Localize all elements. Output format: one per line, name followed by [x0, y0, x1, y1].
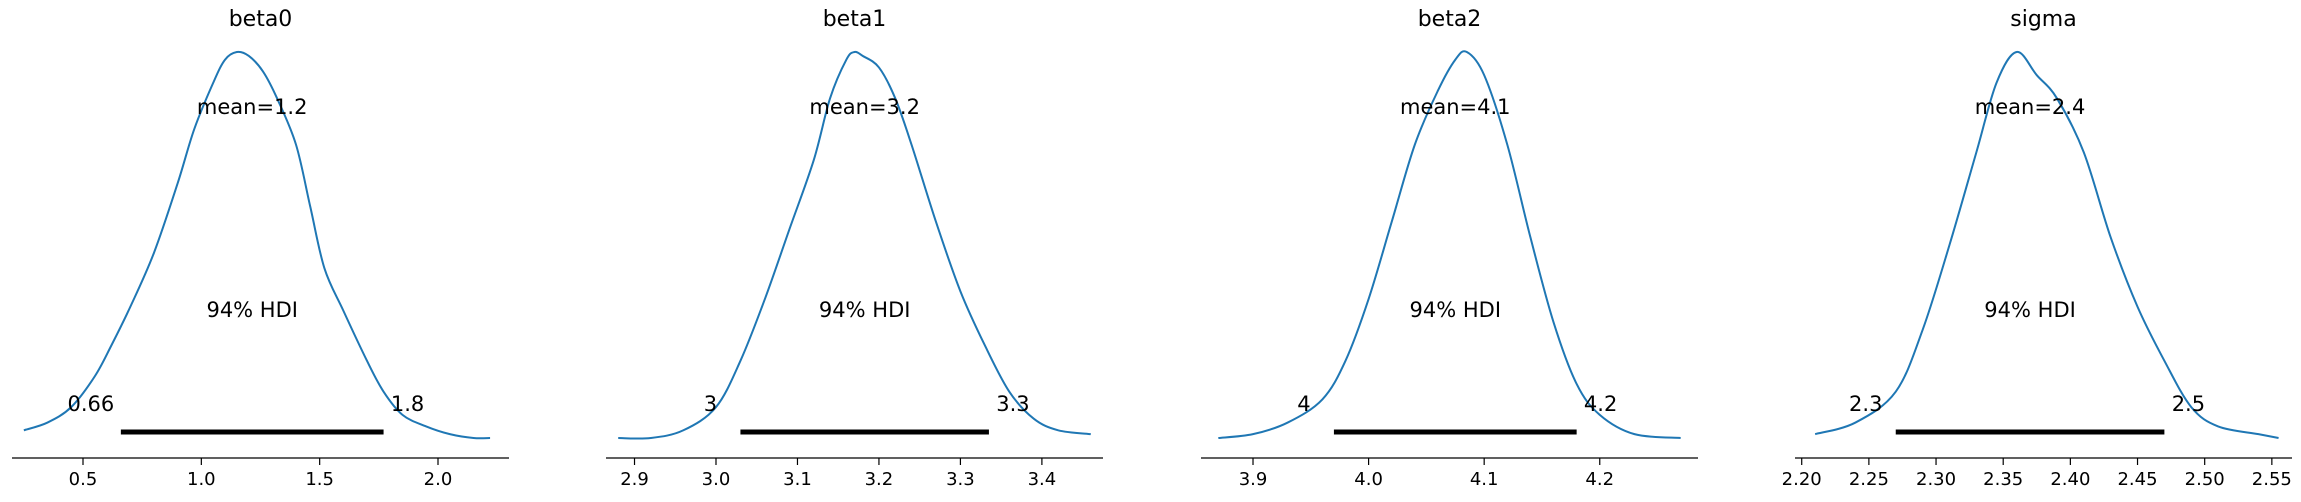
panel-beta0: beta0 0.5 1.0 1.5 2.0 mean=1.2 94% HDI 0.66 1.8	[12, 7, 509, 490]
x-tick-label: 3.3	[946, 469, 975, 490]
panel-beta1: beta1 2.9 3.0 3.1 3.2 3.3 3.4 mean=3.2 94% HDI 3 3…	[606, 7, 1103, 490]
mean-label: mean=3.2	[809, 95, 920, 119]
hdi-label: 94% HDI	[1984, 298, 2076, 322]
hdi-label: 94% HDI	[819, 298, 911, 322]
x-tick-label: 2.0	[424, 469, 453, 490]
density-curve	[1814, 51, 2279, 439]
x-tick-label: 2.55	[2252, 469, 2292, 490]
hdi-lower-label: 2.3	[1849, 392, 1882, 416]
panel-title: beta2	[1418, 7, 1482, 32]
panel-title: sigma	[2010, 7, 2076, 32]
x-tick-label: 3.0	[702, 469, 731, 490]
x-tick-label: 1.5	[305, 469, 334, 490]
panel-title: beta0	[229, 7, 293, 32]
panel-title: beta1	[823, 7, 887, 32]
x-tick-label: 2.20	[1782, 469, 1822, 490]
hdi-upper-label: 4.2	[1584, 392, 1617, 416]
hdi-lower-label: 0.66	[67, 392, 114, 416]
x-tick-label: 0.5	[69, 469, 98, 490]
panel-beta2: beta2 3.9 4.0 4.1 4.2 mean=4.1 94% HDI 4 4.2	[1201, 7, 1698, 490]
panel-sigma: sigma 2.20 2.25 2.30 2.35 2.40 2.45 2.50 2.55 mea…	[1782, 7, 2292, 490]
x-tick-label: 4.0	[1354, 469, 1383, 490]
hdi-upper-label: 1.8	[391, 392, 424, 416]
x-tick-label: 3.1	[783, 469, 812, 490]
x-tick-label: 2.9	[620, 469, 649, 490]
x-tick-label: 2.35	[1983, 469, 2023, 490]
density-curve	[23, 50, 491, 440]
density-curve	[1218, 50, 1681, 439]
hdi-upper-label: 2.5	[2172, 392, 2205, 416]
x-tick-label: 3.4	[1028, 469, 1057, 490]
x-tick-label: 3.9	[1239, 469, 1268, 490]
x-tick-label: 2.40	[2050, 469, 2090, 490]
hdi-lower-label: 4	[1297, 392, 1310, 416]
x-tick-label: 3.2	[865, 469, 894, 490]
mean-label: mean=4.1	[1400, 95, 1511, 119]
x-tick-label: 1.0	[187, 469, 216, 490]
hdi-label: 94% HDI	[206, 298, 298, 322]
x-tick-label: 2.45	[2117, 469, 2157, 490]
density-curve	[618, 50, 1091, 440]
mean-label: mean=1.2	[197, 95, 308, 119]
x-tick-label: 2.50	[2185, 469, 2225, 490]
hdi-lower-label: 3	[704, 392, 717, 416]
mean-label: mean=2.4	[1975, 95, 2086, 119]
x-tick-label: 4.1	[1470, 469, 1499, 490]
x-tick-label: 2.30	[1916, 469, 1956, 490]
hdi-upper-label: 3.3	[996, 392, 1029, 416]
hdi-label: 94% HDI	[1410, 298, 1502, 322]
x-tick-label: 4.2	[1585, 469, 1614, 490]
x-tick-label: 2.25	[1849, 469, 1889, 490]
